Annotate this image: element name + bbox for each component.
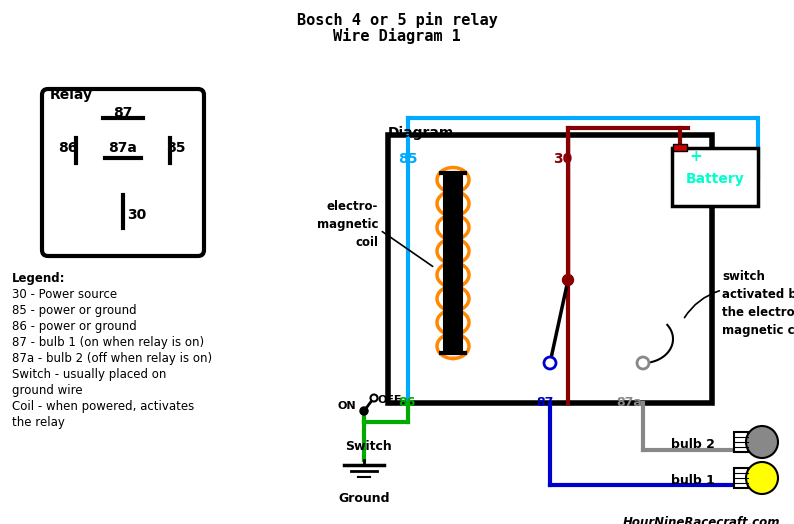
Text: bulb 2: bulb 2 — [671, 438, 715, 451]
Circle shape — [746, 462, 778, 494]
Text: Wire Diagram 1: Wire Diagram 1 — [333, 28, 461, 44]
Text: 87a: 87a — [616, 396, 642, 409]
Text: 85: 85 — [167, 141, 186, 155]
Text: 87a: 87a — [109, 141, 137, 155]
Text: 87 - bulb 1 (on when relay is on): 87 - bulb 1 (on when relay is on) — [12, 336, 204, 349]
Text: Ground: Ground — [338, 492, 390, 505]
Text: 86: 86 — [58, 141, 77, 155]
Text: 86: 86 — [398, 396, 415, 409]
Text: 86 - power or ground: 86 - power or ground — [12, 320, 137, 333]
Text: Battery: Battery — [686, 172, 745, 186]
Text: 87: 87 — [536, 396, 553, 409]
Text: Diagram: Diagram — [388, 126, 454, 140]
Text: 87a - bulb 2 (off when relay is on): 87a - bulb 2 (off when relay is on) — [12, 352, 212, 365]
Text: 30: 30 — [127, 208, 146, 222]
Text: bulb 1: bulb 1 — [671, 474, 715, 486]
Text: 85 - power or ground: 85 - power or ground — [12, 304, 137, 317]
Bar — [673, 144, 687, 151]
Text: ground wire: ground wire — [12, 384, 83, 397]
Text: Legend:: Legend: — [12, 272, 65, 285]
Text: Coil - when powered, activates: Coil - when powered, activates — [12, 400, 195, 413]
FancyBboxPatch shape — [42, 89, 204, 256]
Circle shape — [746, 426, 778, 458]
Text: 30 - Power source: 30 - Power source — [12, 288, 118, 301]
Text: 87: 87 — [114, 106, 133, 120]
Circle shape — [371, 395, 377, 401]
Bar — [388, 135, 712, 403]
Circle shape — [544, 357, 556, 369]
Text: switch
activated by
the electro-
magnetic coil: switch activated by the electro- magneti… — [722, 270, 794, 337]
Bar — [444, 176, 462, 350]
Circle shape — [637, 357, 649, 369]
Text: HourNineRacecraft.com: HourNineRacecraft.com — [622, 516, 780, 524]
Text: electro-
magnetic
coil: electro- magnetic coil — [317, 200, 378, 249]
Text: Relay: Relay — [50, 88, 93, 102]
Circle shape — [360, 407, 368, 415]
Text: Switch: Switch — [345, 440, 391, 453]
Circle shape — [562, 275, 573, 286]
Bar — [734, 432, 748, 452]
Text: 30: 30 — [553, 152, 572, 166]
Text: 85: 85 — [398, 152, 418, 166]
Text: +: + — [689, 149, 702, 164]
Bar — [734, 468, 748, 488]
Text: OFF: OFF — [378, 395, 403, 405]
Text: ON: ON — [337, 401, 356, 411]
Text: the relay: the relay — [12, 416, 65, 429]
Bar — [672, 148, 758, 206]
Text: Switch - usually placed on: Switch - usually placed on — [12, 368, 167, 381]
Text: Bosch 4 or 5 pin relay: Bosch 4 or 5 pin relay — [297, 12, 497, 28]
